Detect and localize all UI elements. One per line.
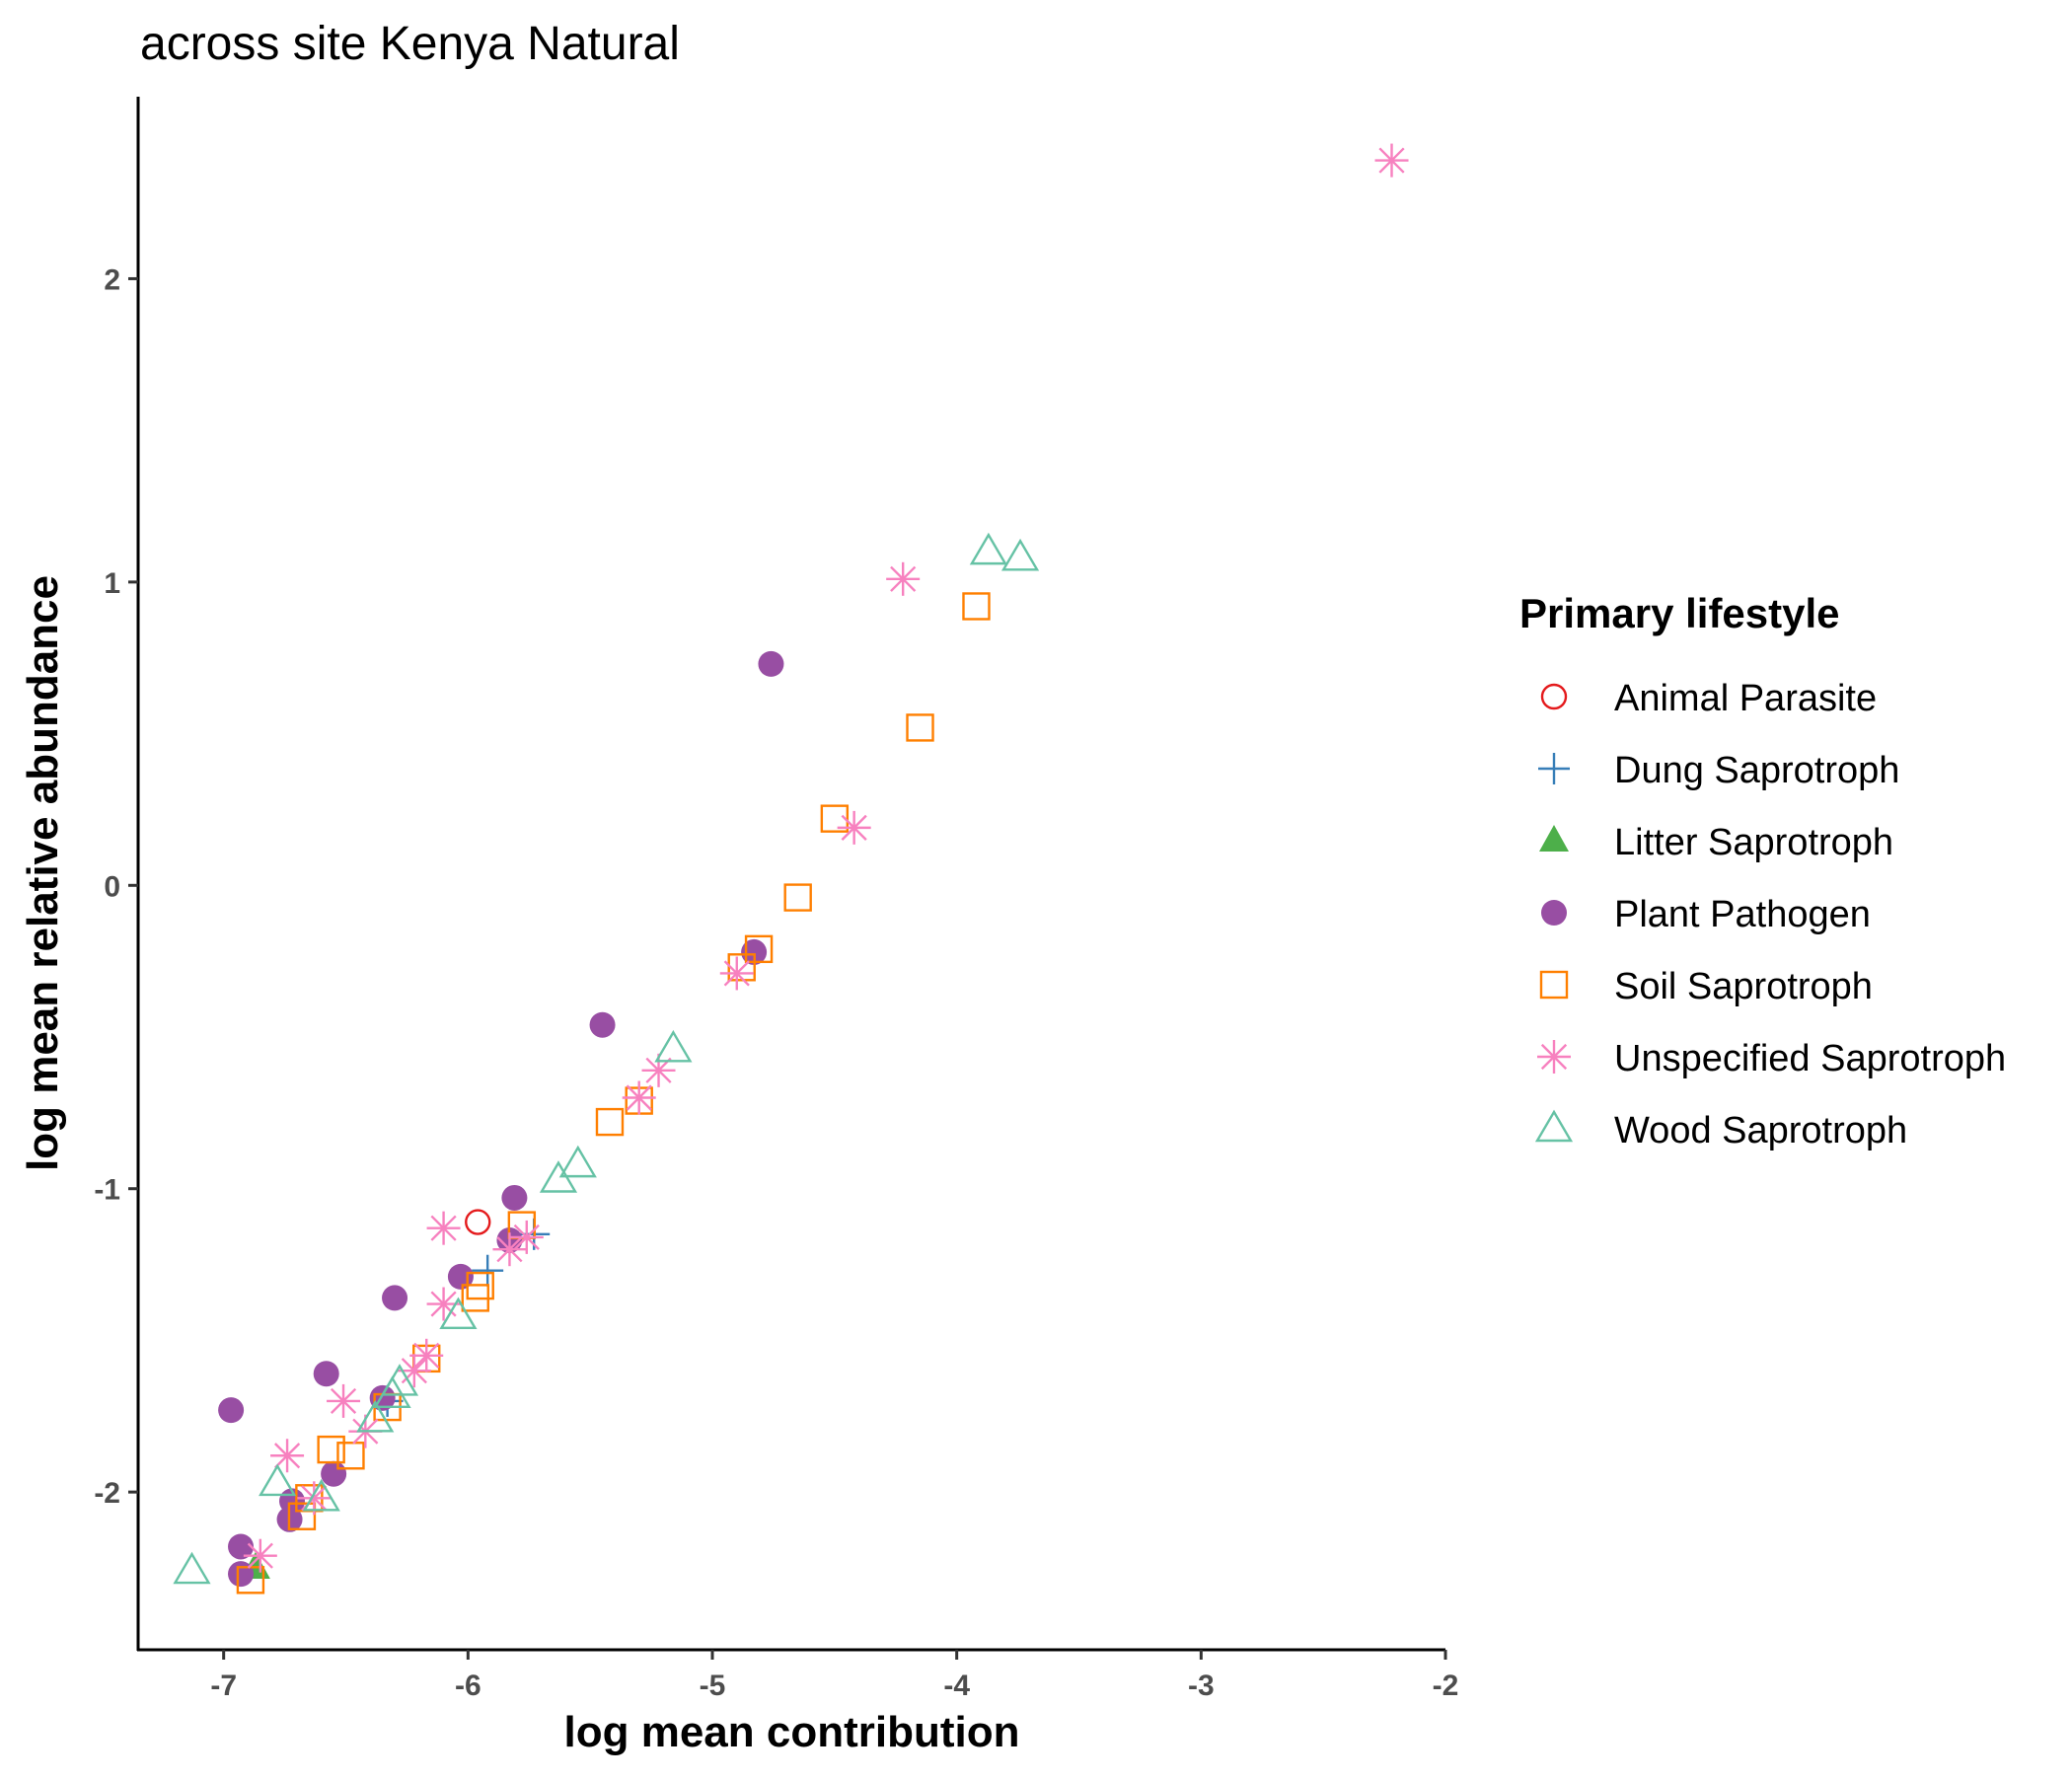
x-axis-title: log mean contribution xyxy=(564,1708,1020,1756)
data-point-wood-saprotroph xyxy=(259,1463,297,1497)
y-axis-title: log mean relative abundance xyxy=(19,575,67,1171)
x-tick-label: -3 xyxy=(1188,1670,1215,1702)
data-point-plant-pathogen xyxy=(313,1361,339,1387)
data-point-unspecified-saprotroph xyxy=(327,1383,361,1418)
legend-key-dung-saprotroph xyxy=(1538,753,1570,784)
data-point-wood-saprotroph xyxy=(558,1145,597,1178)
data-point-unspecified-saprotroph xyxy=(1374,143,1409,178)
data-point-wood-saprotroph xyxy=(173,1551,211,1585)
data-point-wood-saprotroph xyxy=(539,1160,578,1193)
y-tick-label: 2 xyxy=(104,263,120,296)
data-point-plant-pathogen xyxy=(589,1011,616,1038)
data-point-plant-pathogen xyxy=(321,1460,347,1487)
legend-key-animal-parasite xyxy=(1540,683,1568,710)
data-point-soil-saprotroph xyxy=(461,1284,489,1312)
data-point-unspecified-saprotroph xyxy=(837,810,871,845)
legend-label-soil-saprotroph: Soil Saprotroph xyxy=(1614,966,1873,1007)
data-point-dung-saprotroph xyxy=(472,1254,504,1287)
legend-label-dung-saprotroph: Dung Saprotroph xyxy=(1614,750,1899,791)
data-point-plant-pathogen xyxy=(228,1533,255,1560)
x-tick-label: -2 xyxy=(1433,1670,1459,1702)
legend-label-wood-saprotroph: Wood Saprotroph xyxy=(1614,1110,1907,1151)
y-tick-label: 0 xyxy=(104,870,120,903)
legend-label-litter-saprotroph: Litter Saprotroph xyxy=(1614,822,1893,863)
data-point-soil-saprotroph xyxy=(906,713,934,742)
data-point-soil-saprotroph xyxy=(820,804,850,833)
data-point-unspecified-saprotroph xyxy=(243,1538,277,1573)
chart-title: across site Kenya Natural xyxy=(140,18,680,70)
y-tick-label: 1 xyxy=(104,567,120,600)
x-tick-label: -4 xyxy=(943,1670,970,1702)
data-point-wood-saprotroph xyxy=(302,1478,340,1512)
data-point-soil-saprotroph xyxy=(595,1107,625,1137)
legend-title: Primary lifestyle xyxy=(1519,590,1840,636)
data-point-plant-pathogen xyxy=(741,938,768,965)
data-point-unspecified-saprotroph xyxy=(509,1220,544,1254)
data-point-soil-saprotroph xyxy=(336,1442,365,1470)
plot-area: -7 -6 -5 -4 -3 -2 -2 -1 0 1 2 xyxy=(94,97,1458,1702)
data-point-soil-saprotroph xyxy=(317,1435,345,1464)
data-point-plant-pathogen xyxy=(218,1397,245,1424)
data-point-wood-saprotroph xyxy=(654,1029,693,1063)
data-point-unspecified-saprotroph xyxy=(886,561,921,596)
data-point-unspecified-saprotroph xyxy=(270,1439,305,1473)
data-point-wood-saprotroph xyxy=(1000,538,1040,571)
data-point-unspecified-saprotroph xyxy=(492,1232,527,1267)
y-tick-label: -1 xyxy=(94,1174,120,1207)
legend-key-unspecified-saprotroph xyxy=(1537,1040,1571,1074)
legend-label-unspecified-saprotroph: Unspecified Saprotroph xyxy=(1614,1038,2006,1079)
y-tick-label: -2 xyxy=(94,1477,120,1510)
data-point-unspecified-saprotroph xyxy=(426,1211,461,1245)
data-point-soil-saprotroph xyxy=(727,953,756,982)
data-point-soil-saprotroph xyxy=(962,592,991,621)
legend: Primary lifestyle Animal Parasite Dung Sa… xyxy=(1519,590,2006,1151)
legend-key-litter-saprotroph xyxy=(1539,825,1569,852)
data-point-plant-pathogen xyxy=(501,1184,528,1211)
data-point-wood-saprotroph xyxy=(439,1297,478,1330)
legend-key-wood-saprotroph xyxy=(1534,1109,1574,1143)
data-point-plant-pathogen xyxy=(382,1285,408,1311)
x-tick-label: -5 xyxy=(700,1670,726,1702)
data-point-wood-saprotroph xyxy=(373,1375,411,1408)
data-point-soil-saprotroph xyxy=(783,883,812,912)
data-point-soil-saprotroph xyxy=(287,1502,317,1530)
data-point-soil-saprotroph xyxy=(744,934,774,964)
legend-label-plant-pathogen: Plant Pathogen xyxy=(1614,894,1871,935)
data-point-plant-pathogen xyxy=(758,650,784,677)
data-point-animal-parasite xyxy=(465,1209,491,1235)
data-point-wood-saprotroph xyxy=(356,1399,395,1433)
data-point-unspecified-saprotroph xyxy=(719,956,754,991)
data-point-unspecified-saprotroph xyxy=(641,1053,676,1087)
data-point-wood-saprotroph xyxy=(969,532,1007,565)
x-tick-label: -6 xyxy=(455,1670,481,1702)
legend-label-animal-parasite: Animal Parasite xyxy=(1614,678,1877,719)
x-tick-label: -7 xyxy=(210,1670,237,1702)
legend-key-plant-pathogen xyxy=(1541,900,1567,926)
legend-key-soil-saprotroph xyxy=(1539,970,1569,1000)
data-point-unspecified-saprotroph xyxy=(622,1080,656,1115)
